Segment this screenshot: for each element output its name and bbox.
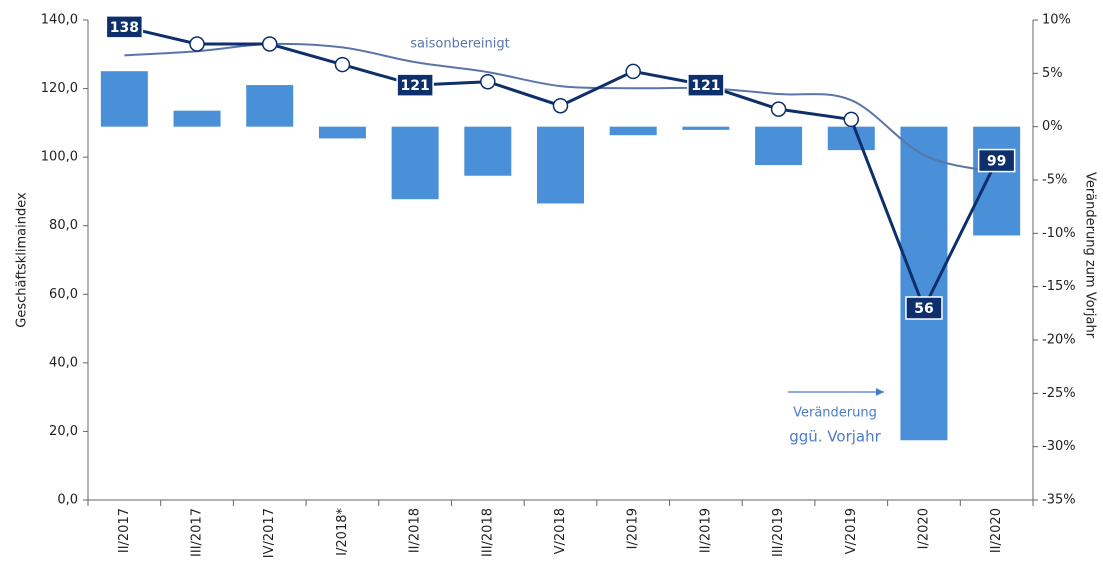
bar: [100, 71, 148, 127]
y-tick-label: 140,0: [41, 13, 78, 28]
bar: [318, 126, 366, 139]
y-axis-label: Geschäftsklimaindex: [15, 192, 30, 328]
y-tick-label: 20,0: [49, 424, 78, 439]
bar: [609, 126, 657, 136]
bar: [173, 110, 221, 127]
value-label-box: [905, 296, 943, 320]
bar: [682, 126, 730, 130]
x-tick-label: V/2019: [844, 508, 859, 554]
x-tick-label: IV/2017: [262, 508, 277, 558]
point: [480, 73, 496, 90]
x-tick-label: I/2020: [916, 508, 931, 549]
point: [770, 101, 787, 117]
bar: [537, 126, 584, 204]
y2-tick-label: 10%: [1042, 13, 1071, 28]
y2-tick-label: -35%: [1042, 493, 1076, 508]
bar: [464, 126, 512, 176]
point: [261, 36, 278, 52]
bar: [827, 126, 875, 151]
value-label: 99: [987, 154, 1006, 170]
x-tick-label: III/2017: [190, 508, 205, 557]
value-label-box: [105, 15, 144, 39]
x-tick-label: III/2019: [771, 508, 786, 557]
y2-tick-label: 0%: [1042, 119, 1063, 134]
point: [189, 36, 205, 52]
point: [552, 97, 569, 114]
y2-tick-label: -20%: [1042, 333, 1076, 348]
value-label: 138: [110, 20, 139, 36]
x-tick-label: II/2019: [698, 508, 713, 553]
y2-tick-label: -10%: [1042, 226, 1076, 241]
y2-tick-label: -25%: [1042, 386, 1076, 401]
arrow-head: [876, 388, 884, 396]
y-tick-label: 60,0: [49, 287, 78, 302]
y-tick-label: 100,0: [41, 150, 78, 165]
point: [334, 56, 351, 73]
y-tick-label: 40,0: [49, 355, 78, 370]
x-tick-label: V/2018: [553, 508, 568, 554]
value-label: 56: [914, 301, 933, 317]
annotation: saisonbereinigt: [410, 37, 509, 52]
y2-tick-label: 5%: [1042, 66, 1063, 81]
x-tick-label: II/2018: [408, 508, 423, 553]
bar: [755, 126, 803, 166]
annotation: Veränderung: [793, 406, 877, 421]
x-tick-label: I/2019: [626, 508, 641, 549]
x-tick-label: II/2020: [989, 508, 1004, 553]
x-tick-label: II/2017: [117, 508, 132, 553]
y-tick-label: 80,0: [49, 218, 78, 233]
y2-tick-label: -5%: [1042, 173, 1067, 188]
bar: [391, 126, 439, 200]
point: [843, 111, 860, 128]
y2-tick-label: -30%: [1042, 439, 1076, 454]
point: [625, 63, 641, 80]
y-tick-label: 0,0: [57, 493, 78, 508]
y2-axis-label: Veränderung zum Vorjahr: [1083, 172, 1098, 339]
value-label-box: [396, 73, 434, 97]
value-label-box: [977, 148, 1016, 173]
x-tick-label: III/2018: [480, 508, 495, 557]
value-label-box: [687, 73, 725, 97]
y2-tick-label: -15%: [1042, 279, 1076, 294]
bar: [246, 85, 294, 127]
x-tick-label: I/2018*: [335, 508, 350, 556]
value-label: 121: [400, 78, 429, 94]
y-tick-label: 120,0: [41, 81, 78, 96]
bar: [900, 126, 948, 441]
bar: [973, 126, 1021, 236]
annotation: ggü. Vorjahr: [789, 428, 881, 446]
value-label: 121: [691, 78, 720, 94]
